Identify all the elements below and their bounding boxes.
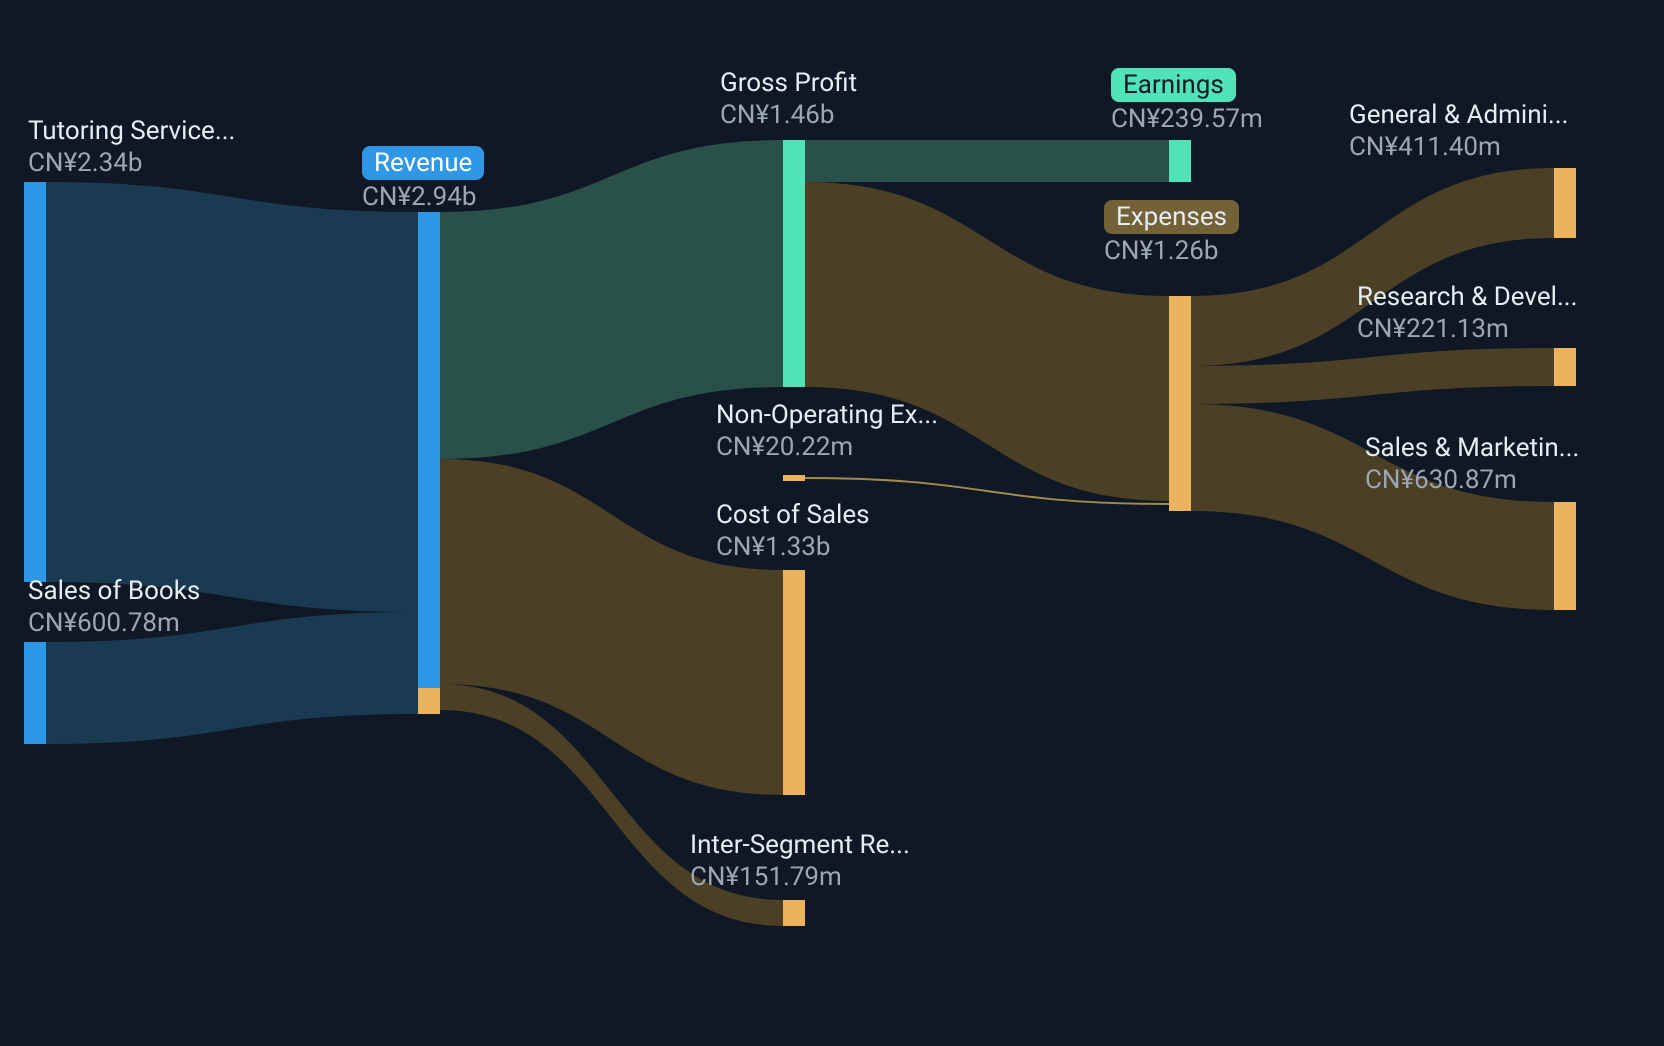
sankey-node-revenue[interactable] bbox=[418, 212, 440, 714]
node-title: Inter-Segment Re... bbox=[690, 830, 910, 860]
sankey-node-revenue-subsegment bbox=[418, 688, 440, 714]
node-value: CN¥1.26b bbox=[1104, 236, 1239, 266]
node-title: Tutoring Service... bbox=[28, 116, 235, 146]
node-value: CN¥20.22m bbox=[716, 432, 938, 462]
node-title: Gross Profit bbox=[720, 68, 857, 98]
sankey-node-gen_admin[interactable] bbox=[1554, 168, 1576, 238]
node-label-gross_profit: Gross ProfitCN¥1.46b bbox=[720, 68, 857, 130]
node-title: Sales of Books bbox=[28, 576, 200, 606]
sankey-node-nonop[interactable] bbox=[783, 475, 805, 481]
node-value: CN¥411.40m bbox=[1349, 132, 1568, 162]
node-label-research_dev: Research & Devel...CN¥221.13m bbox=[1357, 282, 1578, 344]
node-value: CN¥600.78m bbox=[28, 608, 200, 638]
node-label-nonop: Non-Operating Ex...CN¥20.22m bbox=[716, 400, 938, 462]
node-label-earnings: EarningsCN¥239.57m bbox=[1111, 68, 1263, 134]
node-title: General & Admini... bbox=[1349, 100, 1568, 130]
sankey-node-sales_books[interactable] bbox=[24, 642, 46, 744]
node-title: Research & Devel... bbox=[1357, 282, 1578, 312]
sankey-node-inter_seg[interactable] bbox=[783, 900, 805, 926]
node-label-gen_admin: General & Admini...CN¥411.40m bbox=[1349, 100, 1568, 162]
node-label-revenue: RevenueCN¥2.94b bbox=[362, 146, 484, 212]
node-title: Non-Operating Ex... bbox=[716, 400, 938, 430]
sankey-node-expenses[interactable] bbox=[1169, 296, 1191, 511]
node-value: CN¥630.87m bbox=[1365, 465, 1579, 495]
node-value: CN¥151.79m bbox=[690, 862, 910, 892]
sankey-node-sales_mkt[interactable] bbox=[1554, 502, 1576, 610]
node-title: Sales & Marketin... bbox=[1365, 433, 1579, 463]
sankey-node-cost_sales[interactable] bbox=[783, 570, 805, 795]
node-title: Cost of Sales bbox=[716, 500, 870, 530]
sankey-node-tutoring[interactable] bbox=[24, 182, 46, 582]
node-title: Revenue bbox=[362, 146, 484, 180]
node-value: CN¥2.34b bbox=[28, 148, 235, 178]
node-label-inter_seg: Inter-Segment Re...CN¥151.79m bbox=[690, 830, 910, 892]
sankey-node-research_dev[interactable] bbox=[1554, 348, 1576, 386]
node-label-cost_sales: Cost of SalesCN¥1.33b bbox=[716, 500, 870, 562]
node-label-sales_mkt: Sales & Marketin...CN¥630.87m bbox=[1365, 433, 1579, 495]
sankey-node-earnings[interactable] bbox=[1169, 140, 1191, 182]
sankey-node-gross_profit[interactable] bbox=[783, 140, 805, 387]
node-value: CN¥1.33b bbox=[716, 532, 870, 562]
node-label-expenses: ExpensesCN¥1.26b bbox=[1104, 200, 1239, 266]
node-value: CN¥239.57m bbox=[1111, 104, 1263, 134]
node-value: CN¥2.94b bbox=[362, 182, 484, 212]
node-title: Expenses bbox=[1104, 200, 1239, 234]
node-label-tutoring: Tutoring Service...CN¥2.34b bbox=[28, 116, 235, 178]
sankey-link bbox=[805, 140, 1169, 182]
sankey-link bbox=[46, 182, 418, 612]
node-title: Earnings bbox=[1111, 68, 1236, 102]
node-label-sales_books: Sales of BooksCN¥600.78m bbox=[28, 576, 200, 638]
sankey-chart: Tutoring Service...CN¥2.34b Sales of Book… bbox=[0, 0, 1664, 1046]
node-value: CN¥221.13m bbox=[1357, 314, 1578, 344]
node-value: CN¥1.46b bbox=[720, 100, 857, 130]
